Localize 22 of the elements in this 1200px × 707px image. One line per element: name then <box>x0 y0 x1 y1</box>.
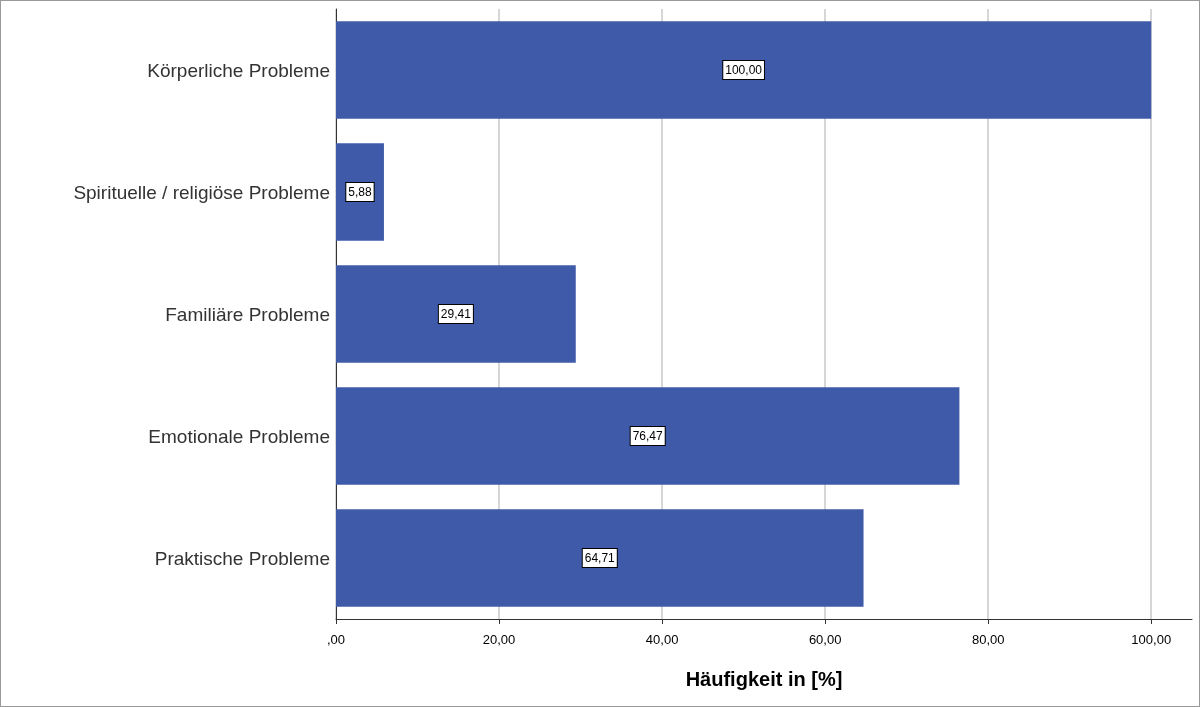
y-tick-label: Körperliche Probleme <box>147 59 330 81</box>
bar <box>336 143 384 241</box>
y-tick-label: Familiäre Probleme <box>165 303 330 325</box>
bar <box>336 509 864 607</box>
bar <box>336 265 576 363</box>
bar <box>336 387 960 485</box>
bar <box>336 21 1152 119</box>
data-label: 76,47 <box>632 429 664 443</box>
data-label: 5,88 <box>348 185 372 199</box>
y-tick-label: Emotionale Probleme <box>148 425 330 447</box>
x-tick-label: 80,00 <box>971 632 1005 647</box>
x-tick-label: 40,00 <box>645 632 679 647</box>
x-tick-label: ,00 <box>326 632 346 647</box>
y-tick-label: Praktische Probleme <box>154 547 330 569</box>
data-label: 100,00 <box>725 63 763 77</box>
x-tick-label: 60,00 <box>808 632 842 647</box>
y-tick-label: Spirituelle / religiöse Probleme <box>73 181 330 203</box>
x-tick-label: 100,00 <box>1131 632 1172 647</box>
data-label: 64,71 <box>584 551 616 565</box>
data-label: 29,41 <box>440 307 472 321</box>
x-tick-label: 20,00 <box>482 632 516 647</box>
x-axis-title: Häufigkeit in [%] <box>685 668 843 690</box>
